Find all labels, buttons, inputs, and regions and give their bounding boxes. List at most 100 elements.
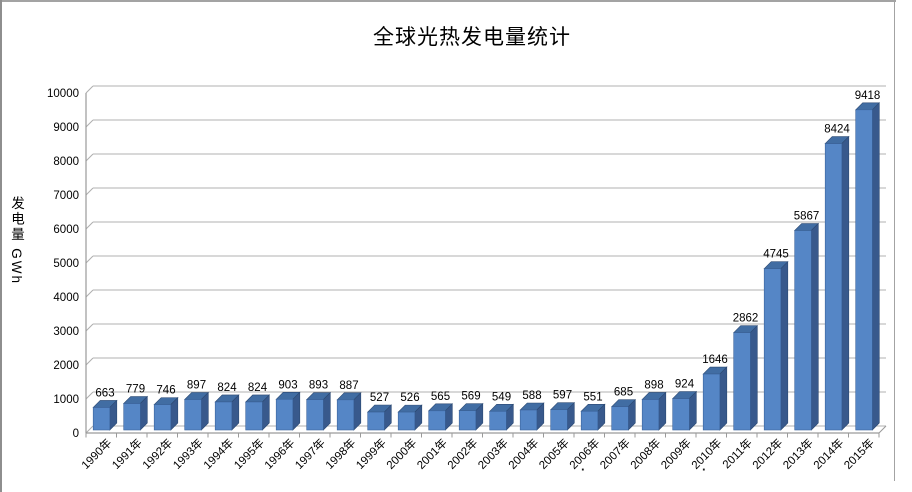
bar-side-face[interactable] xyxy=(292,391,301,431)
bar-front-face[interactable] xyxy=(672,398,690,431)
bar-value-label: 569 xyxy=(461,391,480,403)
bar-2009年[interactable] xyxy=(671,390,698,431)
bar-2010年[interactable] xyxy=(702,366,728,431)
bar-side-face[interactable] xyxy=(353,392,362,431)
bar-front-face[interactable] xyxy=(153,404,172,431)
bar-1994年[interactable] xyxy=(214,394,240,431)
bar-front-face[interactable] xyxy=(794,230,812,431)
bar-front-face[interactable] xyxy=(367,411,385,431)
bar-side-face[interactable] xyxy=(201,391,209,431)
bar-1996年[interactable] xyxy=(275,391,301,431)
x-axis-category-label: 1998年 xyxy=(322,436,358,472)
x-axis-category-label: 2004年 xyxy=(505,436,541,472)
bar-2008年[interactable] xyxy=(641,391,667,431)
bar-2000年[interactable] xyxy=(397,404,423,431)
bar-1999年[interactable] xyxy=(366,404,393,431)
x-axis-category-label: 2003年 xyxy=(475,436,511,472)
bar-value-label: 588 xyxy=(522,390,541,402)
x-axis-category-label: 2009年 xyxy=(658,436,694,472)
stray-dot: · xyxy=(702,462,707,477)
bar-2006年[interactable] xyxy=(580,403,606,431)
bar-front-face[interactable] xyxy=(641,399,660,431)
bar-2015年[interactable] xyxy=(854,102,881,431)
bar-side-face[interactable] xyxy=(322,391,331,431)
bar-2007年[interactable] xyxy=(610,398,637,431)
bar-side-face[interactable] xyxy=(719,366,728,431)
y-axis-tick-label: 3000 xyxy=(53,326,79,338)
bar-value-label: 5867 xyxy=(794,211,820,223)
bar-1990年[interactable] xyxy=(92,399,118,431)
bar-front-face[interactable] xyxy=(855,109,873,431)
bar-2001年[interactable] xyxy=(427,403,454,431)
bar-front-face[interactable] xyxy=(702,373,721,431)
bar-front-face[interactable] xyxy=(733,332,751,431)
bar-value-label: 4745 xyxy=(763,249,789,261)
bar-1992年[interactable] xyxy=(153,396,179,431)
bar-front-face[interactable] xyxy=(428,410,446,431)
bar-2012年[interactable] xyxy=(763,260,789,431)
bar-side-face[interactable] xyxy=(658,391,667,431)
bar-1995年[interactable] xyxy=(244,394,271,431)
bar-side-face[interactable] xyxy=(810,222,819,431)
bar-front-face[interactable] xyxy=(275,398,294,431)
x-axis-category-label: 2010年 xyxy=(688,436,724,472)
bar-2005年[interactable] xyxy=(549,401,576,431)
gridline-depth-connector xyxy=(85,289,94,298)
bar-side-face[interactable] xyxy=(688,390,697,431)
bar-front-face[interactable] xyxy=(489,411,507,431)
bar-value-label: 824 xyxy=(248,382,268,394)
bar-1997年[interactable] xyxy=(305,391,332,431)
bar-front-face[interactable] xyxy=(519,409,538,431)
gridline-depth-connector xyxy=(85,425,94,434)
bar-front-face[interactable] xyxy=(184,399,202,431)
bar-front-face[interactable] xyxy=(336,399,355,431)
gridline-depth-connector xyxy=(85,357,94,366)
x-axis-category-label: 1995年 xyxy=(231,436,267,472)
bar-2003年[interactable] xyxy=(488,403,515,431)
bar-front-face[interactable] xyxy=(306,399,324,431)
x-axis-category-label: 2000年 xyxy=(383,436,419,472)
bar-front-face[interactable] xyxy=(123,403,141,431)
bar-front-face[interactable] xyxy=(214,401,233,431)
bar-1993年[interactable] xyxy=(183,391,210,431)
x-axis-category-label: 1996年 xyxy=(261,436,297,472)
bar-front-face[interactable] xyxy=(580,410,599,431)
bar-2014年[interactable] xyxy=(824,135,850,431)
bar-side-face[interactable] xyxy=(780,260,789,431)
x-axis-category-label: 2011年 xyxy=(719,436,755,472)
bar-front-face[interactable] xyxy=(245,401,263,431)
bar-value-label: 897 xyxy=(187,380,206,392)
bar-front-face[interactable] xyxy=(92,407,111,431)
bar-side-face[interactable] xyxy=(749,324,758,431)
bar-1991年[interactable] xyxy=(122,395,149,431)
bar-value-label: 746 xyxy=(156,385,175,397)
bar-value-label: 2862 xyxy=(733,313,759,325)
bar-1998年[interactable] xyxy=(336,392,362,431)
y-axis-tick-label: 4000 xyxy=(53,292,79,304)
gridline-depth-connector xyxy=(85,153,94,162)
bar-front-face[interactable] xyxy=(550,409,568,431)
bar-front-face[interactable] xyxy=(397,411,416,431)
bar-front-face[interactable] xyxy=(611,406,629,431)
y-axis-tick-label: 10000 xyxy=(47,88,79,100)
bar-side-face[interactable] xyxy=(841,135,850,431)
bar-front-face[interactable] xyxy=(458,410,477,431)
gridline-depth-connector xyxy=(85,255,94,264)
gridline-depth-connector xyxy=(85,323,94,332)
bar-front-face[interactable] xyxy=(763,268,782,431)
x-axis-category-label: 1991年 xyxy=(109,436,145,472)
y-axis-tick-label: 9000 xyxy=(53,122,79,134)
bar-value-label: 663 xyxy=(95,387,114,399)
bar-2011年[interactable] xyxy=(732,324,759,431)
bar-value-label: 551 xyxy=(583,391,602,403)
x-axis-category-label: 2014年 xyxy=(810,436,846,472)
bar-2013年[interactable] xyxy=(793,222,820,431)
bar-side-face[interactable] xyxy=(871,102,880,431)
bar-value-label: 685 xyxy=(614,387,633,399)
y-axis-tick-label: 2000 xyxy=(53,360,79,372)
bar-value-label: 893 xyxy=(309,380,328,392)
bar-2004年[interactable] xyxy=(519,402,545,431)
bar-front-face[interactable] xyxy=(824,143,843,431)
bar-2002年[interactable] xyxy=(458,402,484,431)
